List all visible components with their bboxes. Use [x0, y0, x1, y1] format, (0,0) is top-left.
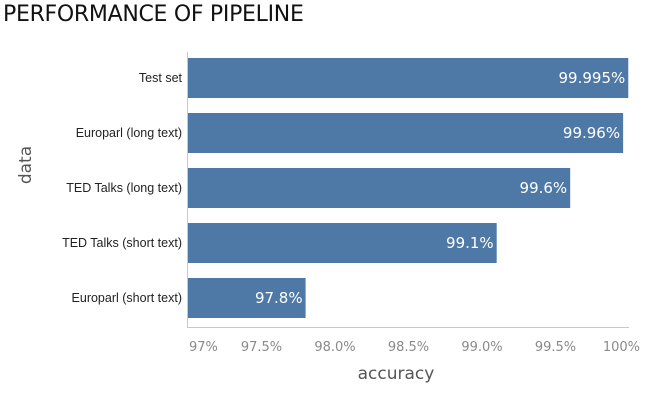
x-tick-label: 98.0% [314, 340, 355, 355]
axes-layer [187, 52, 629, 328]
x-tick-label: 97.5% [241, 340, 282, 355]
category-label: Test set [139, 71, 183, 85]
bar-value-label: 99.96% [563, 124, 620, 142]
category-label: TED Talks (short text) [62, 236, 182, 250]
bar [188, 223, 497, 263]
x-axis-title: accuracy [358, 364, 435, 384]
bar-value-label: 99.995% [559, 69, 626, 87]
x-tick-label: 98.5% [388, 340, 429, 355]
bar [188, 278, 306, 318]
x-tick-label: 99.5% [535, 340, 576, 355]
bar [188, 168, 571, 208]
bar-value-label: 99.6% [520, 179, 568, 197]
x-tick-label: 97% [189, 340, 218, 355]
ticks-layer: 97% 97.5% 98.0% 98.5% 99.0% 99.5% 100% [189, 340, 640, 355]
category-label: Europarl (long text) [76, 126, 182, 140]
labels-layer: 99.995% Test set 99.96% Europarl (long text… [62, 69, 625, 307]
bar-value-label: 99.1% [446, 234, 494, 252]
x-tick-label: 99.0% [461, 340, 502, 355]
bar-value-label: 97.8% [255, 289, 303, 307]
category-label: Europarl (short text) [72, 291, 182, 305]
bar [188, 113, 624, 153]
y-axis-title: data [16, 146, 36, 184]
x-tick-label: 100% [603, 340, 640, 355]
chart-title: PERFORMANCE OF PIPELINE [3, 2, 304, 27]
bars-layer [188, 58, 629, 318]
category-label: TED Talks (long text) [66, 181, 182, 195]
bar [188, 58, 629, 98]
